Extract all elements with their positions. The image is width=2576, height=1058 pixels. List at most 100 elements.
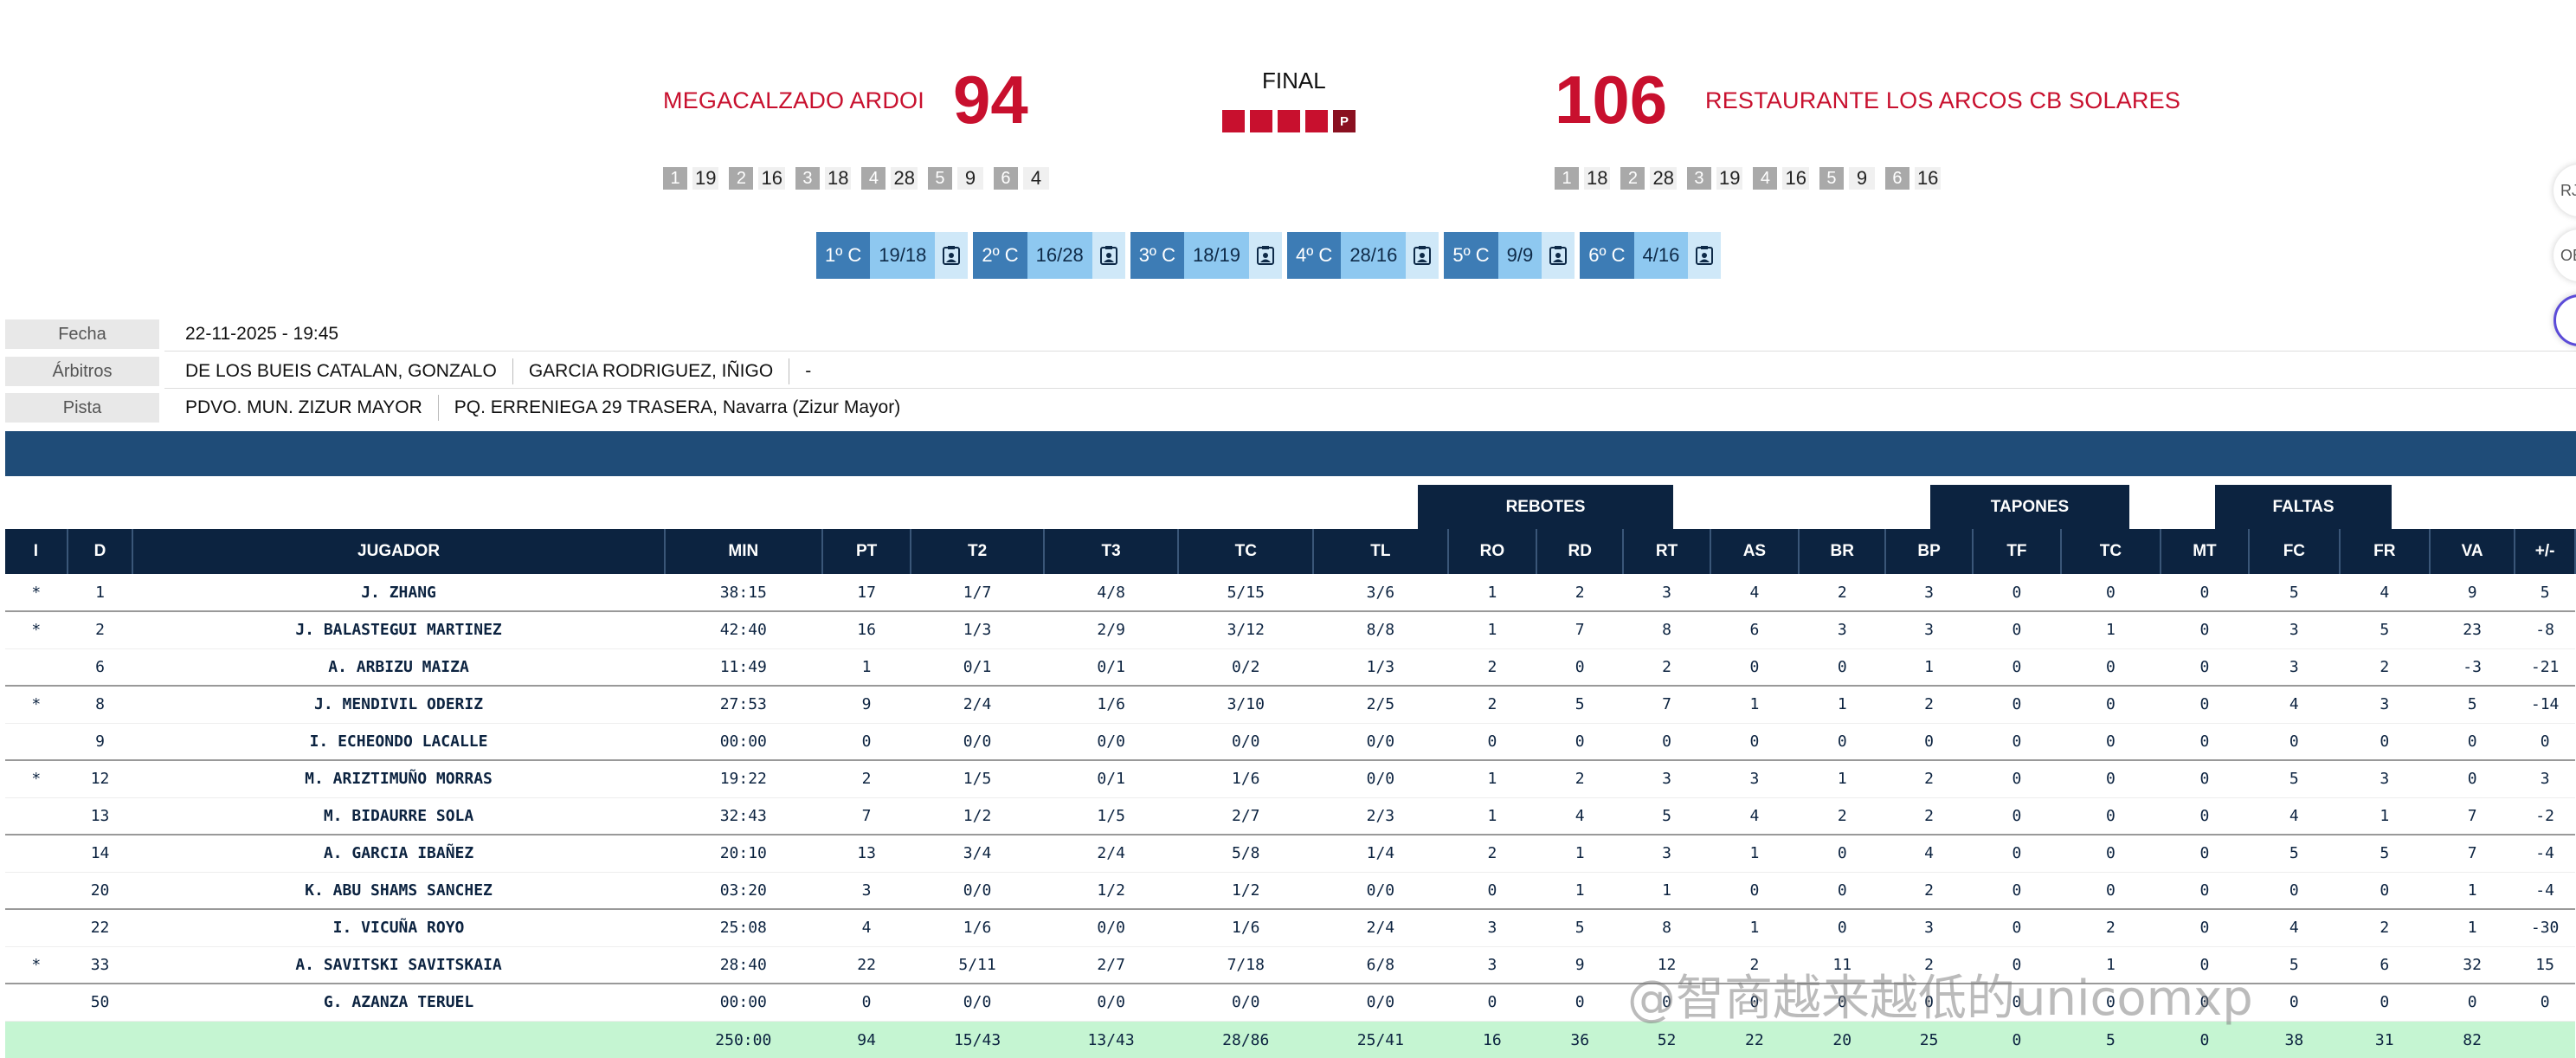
column-header[interactable]: TF (1972, 529, 2063, 574)
table-cell: 23 (2429, 611, 2515, 649)
table-cell: 1 (1447, 760, 1537, 798)
table-cell: 38:15 (664, 574, 822, 612)
column-header[interactable]: D (67, 529, 134, 574)
player-name-link[interactable]: A. ARBIZU MAIZA (132, 648, 665, 687)
table-cell: 9 (67, 723, 133, 761)
totals-cell: 52 (1623, 1021, 1710, 1058)
period-box (1222, 110, 1245, 132)
player-name-link[interactable]: M. BIDAURRE SOLA (132, 797, 665, 835)
column-header[interactable]: JUGADOR (132, 529, 666, 574)
quarter-tab[interactable]: 2º C 16/28 (973, 232, 1125, 279)
table-cell: 0 (1536, 984, 1624, 1022)
table-cell: 2/3 (1313, 797, 1448, 835)
totals-cell: 13/43 (1043, 1021, 1179, 1058)
column-header[interactable]: TC (2061, 529, 2161, 574)
table-cell (5, 835, 68, 873)
column-header[interactable]: T3 (1043, 529, 1180, 574)
column-header[interactable]: MT (2160, 529, 2251, 574)
table-cell: 0/0 (911, 723, 1044, 761)
player-name-link[interactable]: I. VICUÑA ROYO (132, 909, 665, 947)
quarter-tab[interactable]: 1º C 19/18 (816, 232, 969, 279)
quarter-tab[interactable]: 6º C 4/16 (1580, 232, 1722, 279)
home-team-name[interactable]: MEGACALZADO ARDOI (663, 87, 924, 113)
column-header[interactable]: VA (2429, 529, 2516, 574)
table-cell: 4 (1710, 574, 1800, 612)
player-name-link[interactable]: J. BALASTEGUI MARTINEZ (132, 611, 665, 649)
scoreboard-icon[interactable] (1249, 232, 1283, 279)
player-name-link[interactable]: K. ABU SHAMS SANCHEZ (132, 872, 665, 910)
column-header[interactable]: BR (1799, 529, 1887, 574)
scoreboard-icon[interactable] (935, 232, 969, 279)
quarter-number: 5 (927, 167, 952, 190)
table-cell: 0 (1623, 984, 1710, 1022)
away-team-name[interactable]: RESTAURANTE LOS ARCOS CB SOLARES (1705, 87, 2181, 113)
tab-score: 9/9 (1497, 232, 1542, 279)
table-cell: 2 (1447, 835, 1537, 873)
home-quarter-scores: 1 19 2 16 3 18 4 28 5 9 6 4 (663, 167, 1054, 190)
scoreboard-icon[interactable] (1542, 232, 1575, 279)
column-header[interactable]: +/- (2515, 529, 2576, 574)
table-cell: 7 (1623, 686, 1710, 724)
totals-row: 250:00 94 15/43 13/43 28/86 25/41 16 36 52 22 20 25… (5, 1021, 2575, 1058)
table-cell: 0 (2339, 872, 2430, 910)
player-name-link[interactable]: J. ZHANG (132, 574, 665, 612)
column-header[interactable]: RO (1447, 529, 1538, 574)
quarter-tab[interactable]: 5º C 9/9 (1444, 232, 1575, 279)
table-cell: 0/0 (1313, 760, 1448, 798)
table-cell: 0 (2160, 611, 2250, 649)
scoreboard-icon[interactable] (1688, 232, 1722, 279)
side-button[interactable]: RJ (2553, 165, 2576, 216)
quarter-points: 18 (824, 167, 852, 190)
column-header[interactable]: TC (1178, 529, 1315, 574)
column-header[interactable]: PT (821, 529, 912, 574)
column-header[interactable]: MIN (664, 529, 823, 574)
quarter-number: 2 (729, 167, 754, 190)
table-cell: 3 (1623, 835, 1710, 873)
totals-cell: 0 (2160, 1021, 2250, 1058)
table-cell: 0 (2061, 797, 2161, 835)
table-row: * 12 M. ARIZTIMUÑO MORRAS 19:22 2 1/5 0/1 1/6 0/… (5, 760, 2575, 798)
table-cell: 5/11 (911, 946, 1044, 984)
table-cell: 0/1 (1043, 648, 1179, 687)
side-button[interactable]: OB (2553, 229, 2576, 281)
table-cell: 5 (2515, 574, 2575, 612)
table-cell: 0 (2061, 686, 2161, 724)
column-header[interactable]: TL (1313, 529, 1449, 574)
overtime-marker: P (1333, 110, 1356, 132)
column-header[interactable]: FC (2249, 529, 2341, 574)
player-name-link[interactable]: G. AZANZA TERUEL (132, 984, 665, 1022)
column-header[interactable]: RT (1623, 529, 1711, 574)
table-cell: -4 (2515, 872, 2575, 910)
table-cell: 1 (1536, 872, 1624, 910)
player-name-link[interactable]: I. ECHEONDO LACALLE (132, 723, 665, 761)
table-cell: 1 (1799, 686, 1886, 724)
table-cell: 7/18 (1178, 946, 1314, 984)
table-cell: 0 (1972, 648, 2062, 687)
table-cell: 3 (1885, 909, 1973, 947)
table-cell: 0 (1972, 760, 2062, 798)
table-cell: 1 (2339, 797, 2430, 835)
column-header[interactable]: BP (1885, 529, 1974, 574)
column-header[interactable]: RD (1536, 529, 1625, 574)
quarter-points: 18 (1584, 167, 1611, 190)
quarter-number: 1 (663, 167, 687, 190)
table-cell: 0 (1972, 946, 2062, 984)
table-cell: 3 (1447, 909, 1537, 947)
player-name-link[interactable]: M. ARIZTIMUÑO MORRAS (132, 760, 665, 798)
totals-cell: 25 (1885, 1021, 1973, 1058)
table-cell: 5/15 (1178, 574, 1314, 612)
column-header[interactable]: I (5, 529, 68, 574)
column-header[interactable]: T2 (911, 529, 1045, 574)
column-header[interactable]: FR (2339, 529, 2431, 574)
player-name-link[interactable]: J. MENDIVIL ODERIZ (132, 686, 665, 724)
quarter-tab[interactable]: 4º C 28/16 (1287, 232, 1439, 279)
column-header[interactable]: AS (1710, 529, 1800, 574)
quarter-tab[interactable]: 3º C 18/19 (1130, 232, 1283, 279)
table-cell: 1 (1447, 797, 1537, 835)
player-name-link[interactable]: A. GARCIA IBAÑEZ (132, 835, 665, 873)
quarter-number: 4 (861, 167, 886, 190)
scoreboard-icon[interactable] (1092, 232, 1125, 279)
scoreboard-icon[interactable] (1406, 232, 1439, 279)
player-name-link[interactable]: A. SAVITSKI SAVITSKAIA (132, 946, 665, 984)
table-cell: 5 (2339, 611, 2430, 649)
